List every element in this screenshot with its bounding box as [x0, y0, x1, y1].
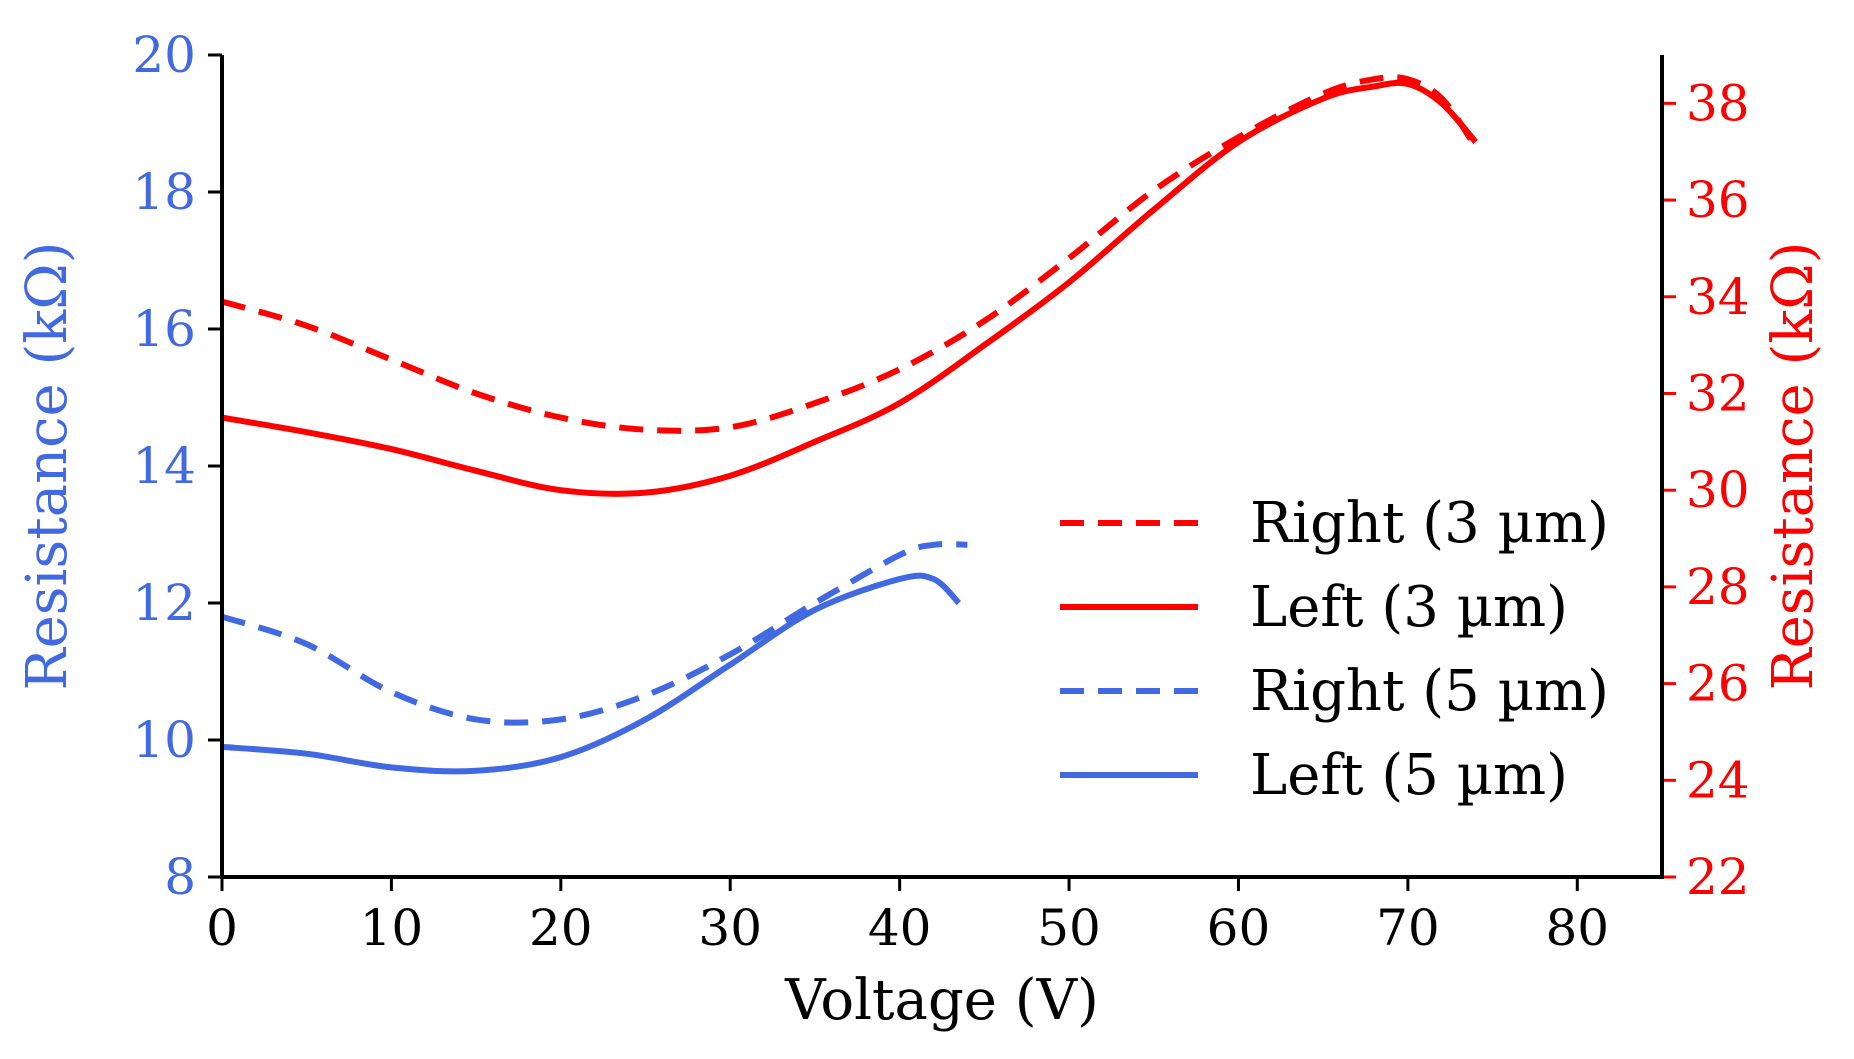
legend-label-0: Right (3 µm) [1250, 491, 1609, 556]
left-axis-ticks: 8 10 12 14 16 18 20 [132, 26, 222, 906]
x-tick-label: 20 [529, 899, 593, 957]
x-tick-label: 70 [1376, 899, 1440, 957]
left-tick-label: 20 [132, 26, 196, 84]
legend-label-1: Left (3 µm) [1250, 575, 1568, 640]
right-tick-label: 34 [1686, 268, 1750, 326]
series-line-0 [221, 74, 1479, 434]
left-tick-label: 8 [164, 848, 196, 906]
right-tick-label: 30 [1686, 461, 1750, 519]
right-tick-label: 22 [1686, 848, 1750, 906]
x-tick-label: 40 [868, 899, 932, 957]
x-tick-label: 50 [1037, 899, 1101, 957]
legend: Right (3 µm) Left (3 µm) Right (5 µm) Left … [1060, 491, 1609, 808]
right-axis-label: Resistance (kΩ) [1761, 241, 1826, 690]
x-tick-label: 30 [698, 899, 762, 957]
right-tick-label: 26 [1686, 655, 1750, 713]
x-axis-label: Voltage (V) [784, 968, 1099, 1033]
right-tick-label: 36 [1686, 171, 1750, 229]
right-tick-label: 38 [1686, 74, 1750, 132]
x-tick-label: 80 [1545, 899, 1609, 957]
left-axis-label: Resistance (kΩ) [15, 241, 80, 690]
left-tick-label: 10 [132, 711, 196, 769]
legend-label-2: Right (5 µm) [1250, 659, 1609, 724]
x-tick-label: 0 [206, 899, 238, 957]
left-tick-label: 14 [132, 437, 196, 495]
series-line-3 [221, 572, 962, 775]
x-axis-ticks: 0 10 20 30 40 50 60 70 80 [206, 877, 1609, 957]
left-tick-label: 16 [132, 300, 196, 358]
right-axis-ticks: 22 24 26 28 30 32 34 36 38 [1662, 74, 1750, 906]
legend-label-3: Left (5 µm) [1250, 743, 1568, 808]
series-line-1 [221, 79, 1478, 497]
x-tick-label: 10 [360, 899, 424, 957]
right-tick-label: 24 [1686, 751, 1750, 809]
right-tick-label: 32 [1686, 364, 1750, 422]
series-group [221, 74, 1479, 775]
series-line-2 [221, 541, 968, 726]
left-tick-label: 18 [132, 163, 196, 221]
x-tick-label: 60 [1207, 899, 1271, 957]
left-tick-label: 12 [132, 574, 196, 632]
right-tick-label: 28 [1686, 558, 1750, 616]
